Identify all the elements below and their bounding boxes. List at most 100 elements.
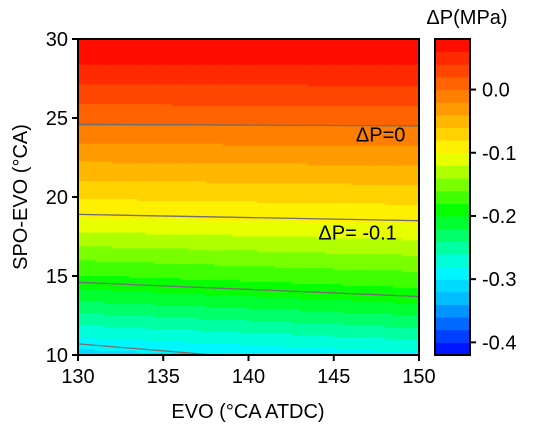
contour-cell bbox=[257, 169, 267, 172]
contour-cell bbox=[197, 291, 207, 295]
contour-cell bbox=[239, 341, 250, 344]
contour-cell bbox=[112, 279, 122, 283]
contour-cell bbox=[103, 204, 113, 208]
contour-cell bbox=[188, 183, 198, 186]
contour-cell bbox=[333, 171, 343, 174]
contour-cell bbox=[197, 283, 207, 287]
contour-cell bbox=[291, 260, 301, 263]
contour-cell bbox=[78, 121, 88, 125]
contour-cell bbox=[137, 279, 147, 283]
contour-cell bbox=[154, 254, 164, 257]
contour-cell bbox=[154, 157, 164, 161]
contour-cell bbox=[137, 272, 147, 275]
contour-cell bbox=[95, 125, 105, 129]
contour-cell bbox=[333, 339, 343, 342]
contour-cell bbox=[325, 90, 335, 93]
contour-cell bbox=[171, 127, 181, 131]
contour-cell bbox=[188, 48, 198, 52]
contour-cell bbox=[257, 183, 267, 186]
contour-cell bbox=[299, 74, 309, 78]
contour-cell bbox=[299, 54, 309, 58]
contour-cell bbox=[86, 287, 96, 291]
contour-cell bbox=[129, 155, 139, 159]
contour-cell bbox=[316, 193, 326, 196]
contour-cell bbox=[291, 177, 301, 180]
contour-cell bbox=[120, 252, 130, 255]
contour-cell bbox=[103, 46, 113, 50]
contour-cell bbox=[180, 177, 190, 180]
contour-cell bbox=[222, 204, 233, 208]
contour-cell bbox=[282, 191, 292, 194]
contour-cell bbox=[274, 64, 284, 68]
contour-cell bbox=[154, 98, 164, 101]
contour-cell bbox=[78, 88, 88, 91]
contour-cell bbox=[299, 311, 309, 315]
contour-cell bbox=[265, 151, 275, 155]
contour-cell bbox=[188, 274, 198, 277]
contour-cell bbox=[231, 108, 241, 111]
contour-cell bbox=[274, 90, 284, 93]
contour-cell bbox=[291, 100, 301, 103]
contour-cell bbox=[205, 131, 216, 135]
contour-cell bbox=[222, 210, 233, 214]
contour-cell bbox=[112, 84, 122, 88]
contour-cell bbox=[222, 208, 233, 212]
contour-cell bbox=[299, 112, 309, 115]
contour-cell bbox=[154, 208, 164, 212]
contour-cell bbox=[86, 98, 96, 101]
contour-cell bbox=[316, 183, 326, 186]
contour-cell bbox=[291, 232, 301, 236]
contour-cell bbox=[146, 127, 156, 131]
contour-cell bbox=[154, 220, 164, 224]
contour-cell bbox=[188, 307, 198, 311]
contour-cell bbox=[129, 127, 139, 131]
contour-cell bbox=[120, 131, 130, 135]
contour-cell bbox=[265, 262, 275, 265]
contour-cell bbox=[257, 230, 267, 234]
contour-cell bbox=[95, 258, 105, 261]
contour-cell bbox=[86, 242, 96, 246]
contour-cell bbox=[231, 204, 241, 208]
contour-cell bbox=[231, 331, 241, 334]
contour-cell bbox=[103, 76, 113, 80]
contour-cell bbox=[299, 341, 309, 344]
contour-cell bbox=[308, 272, 318, 275]
contour-cell bbox=[78, 289, 88, 293]
contour-cell bbox=[308, 72, 318, 76]
contour-cell bbox=[316, 291, 326, 295]
contour-cell bbox=[197, 54, 207, 58]
contour-cell bbox=[325, 179, 335, 182]
contour-cell bbox=[171, 149, 181, 153]
contour-cell bbox=[231, 220, 241, 224]
contour-cell bbox=[86, 193, 96, 196]
contour-cell bbox=[265, 131, 275, 135]
contour-cell bbox=[95, 297, 105, 301]
contour-cell bbox=[180, 212, 190, 216]
contour-cell bbox=[231, 240, 241, 244]
contour-cell bbox=[257, 58, 267, 62]
contour-cell bbox=[180, 193, 190, 196]
contour-cell bbox=[222, 226, 233, 230]
contour-cell bbox=[231, 293, 241, 297]
contour-cell bbox=[171, 181, 181, 184]
contour-cell bbox=[299, 335, 309, 338]
contour-cell bbox=[205, 153, 216, 157]
contour-cell bbox=[171, 311, 181, 315]
contour-cell bbox=[274, 351, 284, 354]
contour-cell bbox=[95, 187, 105, 190]
contour-cell bbox=[171, 135, 181, 139]
contour-cell bbox=[188, 171, 198, 174]
contour-cell bbox=[103, 315, 113, 319]
contour-cell bbox=[239, 48, 250, 52]
contour-cell bbox=[197, 337, 207, 340]
contour-cell bbox=[180, 224, 190, 228]
contour-cell bbox=[231, 163, 241, 167]
contour-cell bbox=[265, 78, 275, 82]
contour-cell bbox=[137, 129, 147, 133]
contour-cell bbox=[205, 327, 216, 330]
contour-cell bbox=[154, 256, 164, 259]
contour-cell bbox=[231, 96, 241, 99]
contour-cell bbox=[257, 98, 267, 101]
contour-cell bbox=[257, 92, 267, 95]
contour-cell bbox=[137, 301, 147, 305]
